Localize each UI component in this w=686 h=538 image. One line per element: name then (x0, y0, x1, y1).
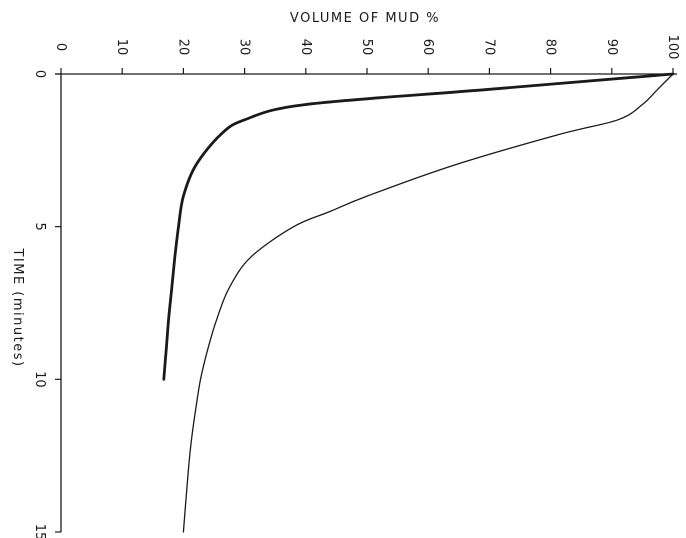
value-tick-label: 80 (543, 39, 558, 56)
value-tick-label: 40 (298, 39, 313, 56)
time-axis-title: TIME (minutes) (10, 247, 25, 367)
value-tick-label: 50 (359, 39, 374, 56)
value-tick-label: 100 (665, 35, 680, 60)
value-tick-label: 20 (175, 39, 190, 56)
time-tick-label: 15 (32, 524, 47, 538)
value-tick-label: 70 (481, 39, 496, 56)
time-ticks: 0 5 10 15 (32, 70, 61, 538)
time-tick-label: 10 (32, 371, 47, 388)
series-line-heavy (162, 72, 675, 381)
series-line-light (182, 73, 674, 533)
value-ticks: 0 10 20 30 40 50 60 70 80 90 100 (53, 35, 680, 74)
time-tick-label: 5 (32, 223, 47, 231)
value-tick-label: 0 (53, 43, 68, 51)
series-layer (162, 72, 675, 533)
value-tick-label: 90 (604, 39, 619, 56)
value-tick-label: 30 (237, 39, 252, 56)
chart-axes (55, 73, 677, 532)
time-tick-label: 0 (32, 70, 47, 78)
value-tick-label: 60 (420, 39, 435, 56)
value-axis-title: VOLUME OF MUD % (290, 11, 440, 26)
value-tick-label: 10 (114, 39, 129, 56)
